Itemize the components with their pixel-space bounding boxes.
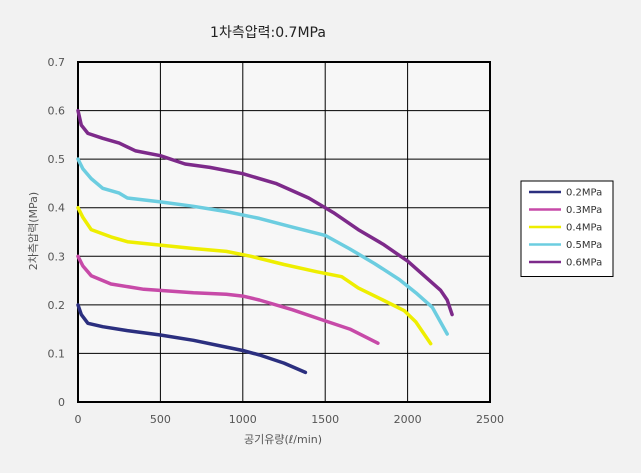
series-line-0.6MPa xyxy=(76,108,454,317)
series-lines xyxy=(76,108,454,375)
plot-border xyxy=(77,61,491,403)
plot-area xyxy=(78,62,490,402)
grid xyxy=(77,61,491,403)
series-line-0.5MPa xyxy=(76,157,449,336)
x-tick-label: 1000 xyxy=(229,413,257,426)
legend-box xyxy=(520,180,614,277)
y-tick-label: 0.2 xyxy=(48,299,66,312)
x-tick-label: 2000 xyxy=(394,413,422,426)
y-tick-label: 0.7 xyxy=(48,56,66,69)
x-tick-label: 2500 xyxy=(476,413,504,426)
y-tick-label: 0.5 xyxy=(48,153,66,166)
x-tick-label: 1500 xyxy=(311,413,339,426)
y-tick-label: 0 xyxy=(58,396,65,409)
y-tick-label: 0.4 xyxy=(48,202,66,215)
legend-label-0.2MPa: 0.2MPa xyxy=(566,188,602,199)
series-line-0.4MPa xyxy=(76,205,433,346)
axis-ticks: 0 500 1000 1500 2000 2500 0 0.1 0.2 0.3 0.4 0.5 0.6 0… xyxy=(48,56,505,426)
y-tick-label: 0.3 xyxy=(48,250,66,263)
y-tick-label: 0.1 xyxy=(48,347,66,360)
legend-label-0.5MPa: 0.5MPa xyxy=(566,240,602,251)
chart-title: 1차측압력:0.7MPa xyxy=(210,25,326,41)
x-tick-label: 0 xyxy=(75,413,82,426)
y-tick-label: 0.6 xyxy=(48,105,66,118)
legend: 0.2MPa 0.3MPa 0.4MPa 0.5MPa 0.6MPa xyxy=(520,180,614,277)
series-line-0.3MPa xyxy=(76,254,380,345)
legend-label-0.4MPa: 0.4MPa xyxy=(566,223,602,234)
series-line-0.2MPa xyxy=(76,303,308,375)
x-tick-label: 500 xyxy=(150,413,171,426)
x-axis-label: 공기유량(ℓ/min) xyxy=(244,433,322,446)
legend-label-0.3MPa: 0.3MPa xyxy=(566,205,602,216)
legend-label-0.6MPa: 0.6MPa xyxy=(566,258,602,269)
y-axis-label: 2차측압력(MPa) xyxy=(27,192,40,270)
